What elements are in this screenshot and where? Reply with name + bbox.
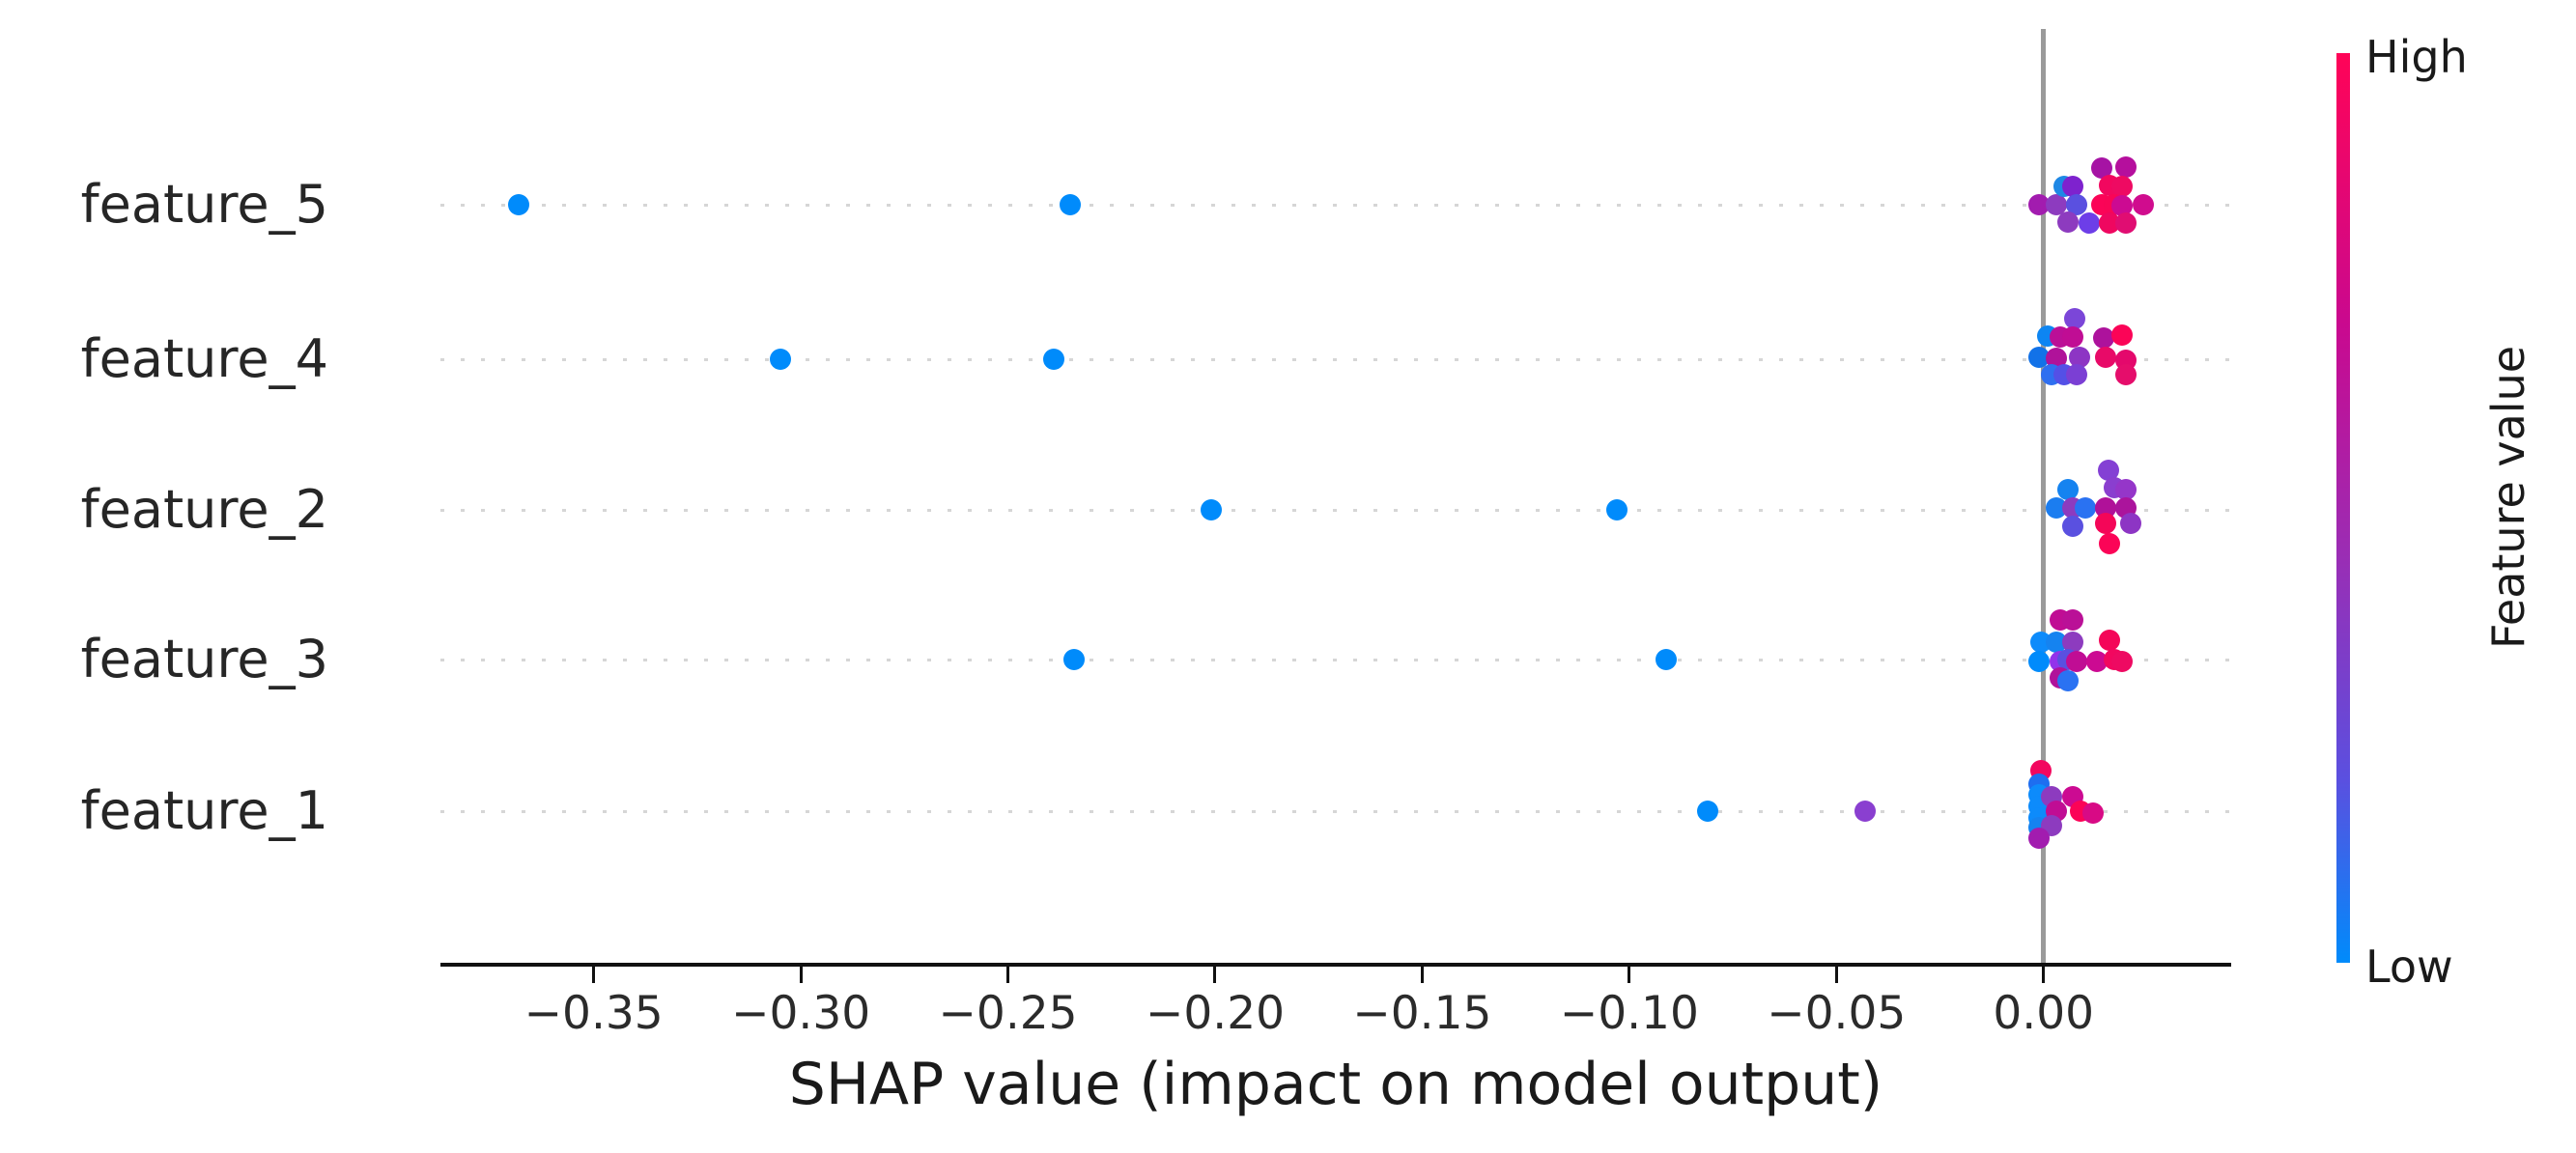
data-point <box>2061 176 2083 197</box>
x-tick-mark <box>1420 967 1424 983</box>
data-point <box>2061 326 2083 348</box>
x-tick-label: −0.30 <box>731 987 871 1040</box>
data-point <box>2074 497 2096 519</box>
data-point <box>2063 308 2085 329</box>
x-tick-mark <box>799 967 803 983</box>
data-point <box>2082 802 2105 824</box>
data-point <box>2028 194 2051 215</box>
data-point <box>2095 347 2117 368</box>
data-point <box>2111 195 2134 216</box>
data-point <box>2057 211 2080 233</box>
x-tick-label: −0.15 <box>1352 987 1492 1040</box>
data-point <box>1042 349 1064 370</box>
data-point <box>2111 324 2134 346</box>
data-point <box>2090 157 2112 179</box>
data-point <box>2115 479 2137 500</box>
data-point <box>2057 670 2080 691</box>
row-gridline <box>440 358 2231 361</box>
data-point <box>2115 156 2137 178</box>
data-point <box>2092 327 2114 349</box>
x-tick-mark <box>1006 967 1010 983</box>
data-point <box>2099 212 2121 234</box>
x-tick-mark <box>1628 967 1631 983</box>
data-point <box>2078 212 2100 234</box>
data-point <box>2028 347 2051 368</box>
data-point <box>2115 212 2137 234</box>
data-point <box>1200 499 1222 520</box>
data-point <box>2119 513 2141 534</box>
data-point <box>2061 632 2083 653</box>
x-axis-title: SHAP value (impact on model output) <box>788 1051 1883 1118</box>
row-gridline <box>440 509 2231 512</box>
x-tick-label: 0.00 <box>1993 987 2095 1040</box>
data-point <box>1697 801 1719 822</box>
data-point <box>1656 649 1678 670</box>
data-point <box>2045 194 2067 215</box>
y-axis-label-feature_1: feature_1 <box>80 780 328 841</box>
data-point <box>2132 194 2154 215</box>
data-point <box>2095 513 2117 534</box>
data-point <box>2045 497 2067 519</box>
x-tick-mark <box>1213 967 1217 983</box>
data-point <box>2045 632 2067 653</box>
data-point <box>1059 194 1081 215</box>
data-point <box>2111 176 2134 197</box>
data-point <box>1854 801 1877 822</box>
y-axis-label-feature_4: feature_4 <box>80 328 328 389</box>
x-axis-line <box>440 963 2231 967</box>
y-axis-label-feature_3: feature_3 <box>80 629 328 689</box>
x-tick-mark <box>592 967 596 983</box>
colorbar-title: Feature value <box>2482 345 2534 650</box>
data-point <box>2066 364 2088 385</box>
data-point <box>1605 499 1628 520</box>
data-point <box>2045 348 2067 369</box>
data-point <box>2057 479 2080 500</box>
data-point <box>2028 651 2051 672</box>
zero-line <box>2041 29 2047 965</box>
data-point <box>2086 651 2109 672</box>
x-tick-label: −0.05 <box>1767 987 1907 1040</box>
data-point <box>769 349 791 370</box>
data-point <box>2028 828 2051 849</box>
data-point <box>2066 651 2088 672</box>
x-tick-label: −0.35 <box>524 987 664 1040</box>
data-point <box>2111 651 2134 672</box>
x-tick-mark <box>2042 967 2046 983</box>
data-point <box>2099 630 2121 651</box>
y-axis-label-feature_5: feature_5 <box>80 174 328 235</box>
data-point <box>508 194 530 215</box>
x-tick-mark <box>1834 967 1838 983</box>
data-point <box>1063 649 1086 670</box>
data-point <box>2115 364 2137 385</box>
colorbar-gradient <box>2336 53 2350 963</box>
y-axis-label-feature_2: feature_2 <box>80 479 328 540</box>
data-point <box>2061 609 2083 631</box>
x-tick-label: −0.25 <box>938 987 1078 1040</box>
data-point <box>2068 347 2090 368</box>
x-tick-label: −0.10 <box>1559 987 1699 1040</box>
x-tick-label: −0.20 <box>1145 987 1285 1040</box>
data-point <box>2061 516 2083 537</box>
data-point <box>2066 194 2088 215</box>
row-gridline <box>440 810 2231 813</box>
row-gridline <box>440 659 2231 661</box>
colorbar-low-label: Low <box>2365 941 2453 993</box>
data-point <box>2099 533 2121 554</box>
colorbar-high-label: High <box>2365 31 2468 83</box>
row-gridline <box>440 204 2231 207</box>
data-point <box>2097 460 2119 481</box>
